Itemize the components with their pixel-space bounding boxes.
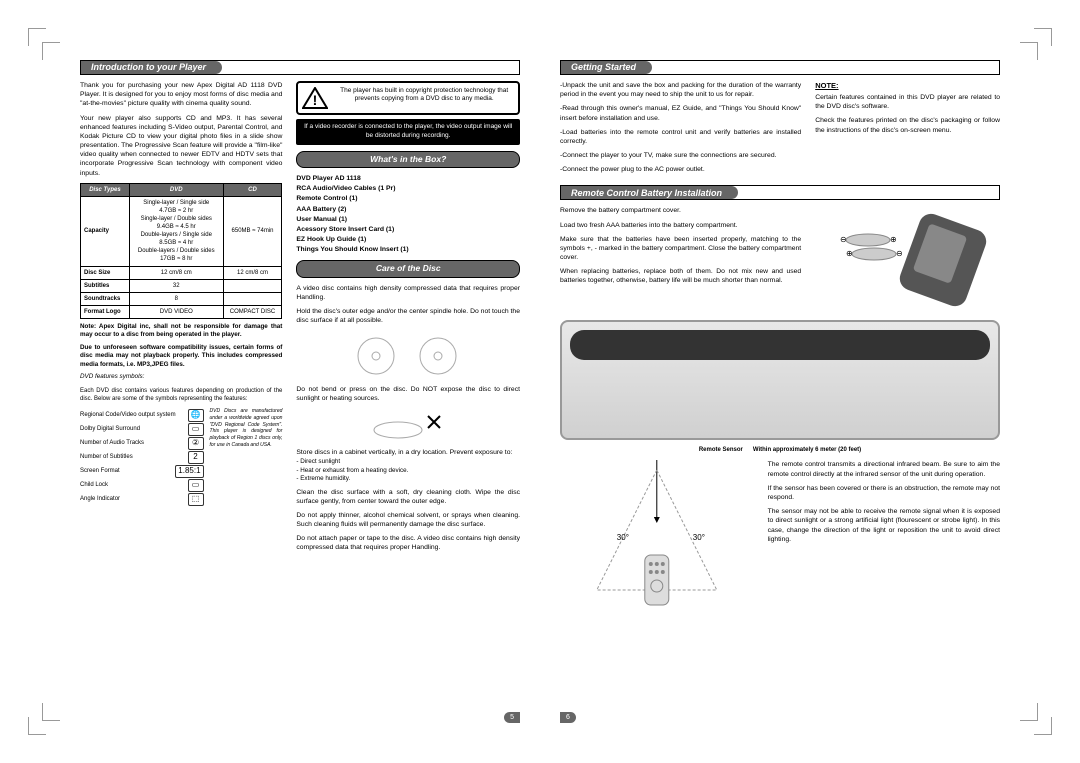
gs-step-2: -Read through this owner's manual, EZ Gu… xyxy=(560,104,801,122)
warning-copyright: ! The player has built in copyright prot… xyxy=(296,81,520,115)
rc-text-4: When replacing batteries, replace both o… xyxy=(560,267,801,285)
section-title: Remote Control Battery Installation xyxy=(561,186,738,199)
battery-install-illustration: ⊖ ⊕ ⊕ ⊖ xyxy=(815,210,1000,310)
note-damage: Note: Apex Digital inc, shall not be res… xyxy=(80,323,282,340)
section-header-intro: Introduction to your Player xyxy=(80,60,520,75)
box-item: User Manual (1) xyxy=(296,215,520,224)
section-title: Introduction to your Player xyxy=(81,61,222,74)
rc-text-3: Make sure that the batteries have been i… xyxy=(560,235,801,263)
care-text-2: Hold the disc's outer edge and/or the ce… xyxy=(296,307,520,325)
note-compat: Due to unforeseen software compatibility… xyxy=(80,344,282,370)
remote-beam-illustration: 30° 30° xyxy=(560,460,754,610)
note-text-2: Check the features printed on the disc's… xyxy=(815,116,1000,134)
gs-step-3: -Load batteries into the remote control … xyxy=(560,128,801,146)
disc-types-table: Disc TypesDVDCD CapacitySingle-layer / S… xyxy=(80,183,282,319)
section-title: Getting Started xyxy=(561,61,652,74)
page-spread: Introduction to your Player Thank you fo… xyxy=(80,60,1000,723)
box-item: EZ Hook Up Guide (1) xyxy=(296,235,520,244)
warning-icon: ! xyxy=(302,87,328,109)
gs-step-5: -Connect the power plug to the AC power … xyxy=(560,165,801,174)
svg-text:⊖: ⊖ xyxy=(840,235,847,244)
section-header-remote: Remote Control Battery Installation xyxy=(560,185,1000,200)
svg-text:30°: 30° xyxy=(693,533,705,542)
box-items-list: DVD Player AD 1118RCA Audio/Video Cables… xyxy=(296,174,520,254)
gs-step-1: -Unpack the unit and save the box and pa… xyxy=(560,81,801,99)
care-text-6: Do not apply thinner, alcohol chemical s… xyxy=(296,511,520,529)
svg-text:⊕: ⊕ xyxy=(846,249,853,258)
care-text-5: Clean the disc surface with a soft, dry … xyxy=(296,488,520,506)
box-item: DVD Player AD 1118 xyxy=(296,174,520,183)
note-header: NOTE: xyxy=(815,81,1000,91)
page-number: 6 xyxy=(560,712,576,723)
feat-symbols-title: DVD features symbols: xyxy=(80,373,282,382)
box-item: RCA Audio/Video Cables (1 Pr) xyxy=(296,184,520,193)
section-header-getting-started: Getting Started xyxy=(560,60,1000,75)
whats-in-box-header: What's in the Box? xyxy=(296,151,520,168)
warning-vcr: If a video recorder is connected to the … xyxy=(296,119,520,145)
disc-sunlight-illustration xyxy=(296,408,520,444)
page-number: 5 xyxy=(504,712,520,723)
disc-handling-illustration xyxy=(296,331,520,381)
note-text-1: Certain features contained in this DVD p… xyxy=(815,93,1000,111)
svg-text:⊕: ⊕ xyxy=(890,235,897,244)
care-text-7: Do not attach paper or tape to the disc.… xyxy=(296,534,520,552)
features-list: Regional Code/Video output system🌐Dolby … xyxy=(80,408,204,506)
care-header: Care of the Disc xyxy=(296,260,520,277)
remote-sensor-label: Remote Sensor xyxy=(699,447,743,453)
ir-text-2: If the sensor has been covered or there … xyxy=(768,484,1000,502)
box-item: Things You Should Know Insert (1) xyxy=(296,245,520,254)
rc-text-1: Remove the battery compartment cover. xyxy=(560,206,801,215)
box-item: Remote Control (1) xyxy=(296,194,520,203)
svg-text:!: ! xyxy=(313,92,318,108)
intro-para-1: Thank you for purchasing your new Apex D… xyxy=(80,81,282,109)
care-text-1: A video disc contains high density compr… xyxy=(296,284,520,302)
remote-range-label: Within approximately 6 meter (20 feet) xyxy=(753,447,861,453)
svg-text:30°: 30° xyxy=(617,533,629,542)
svg-text:⊖: ⊖ xyxy=(896,249,903,258)
gs-step-4: -Connect the player to your TV, make sur… xyxy=(560,151,801,160)
care-text-3: Do not bend or press on the disc. Do NOT… xyxy=(296,385,520,403)
page-5: Introduction to your Player Thank you fo… xyxy=(80,60,520,723)
ir-text-1: The remote control transmits a direction… xyxy=(768,460,1000,478)
intro-para-2: Your new player also supports CD and MP3… xyxy=(80,114,282,178)
care-text-4: Store discs in a cabinet vertically, in … xyxy=(296,448,520,457)
dvd-player-illustration xyxy=(560,320,1000,440)
box-item: AAA Battery (2) xyxy=(296,205,520,214)
page-6: Getting Started -Unpack the unit and sav… xyxy=(560,60,1000,723)
ir-text-3: The sensor may not be able to receive th… xyxy=(768,507,1000,544)
region-note: DVD Discs are manufactured under a world… xyxy=(210,408,283,506)
rc-text-2: Load two fresh AAA batteries into the ba… xyxy=(560,221,801,230)
feat-symbols-intro: Each DVD disc contains various features … xyxy=(80,387,282,403)
box-item: Acessory Store Insert Card (1) xyxy=(296,225,520,234)
